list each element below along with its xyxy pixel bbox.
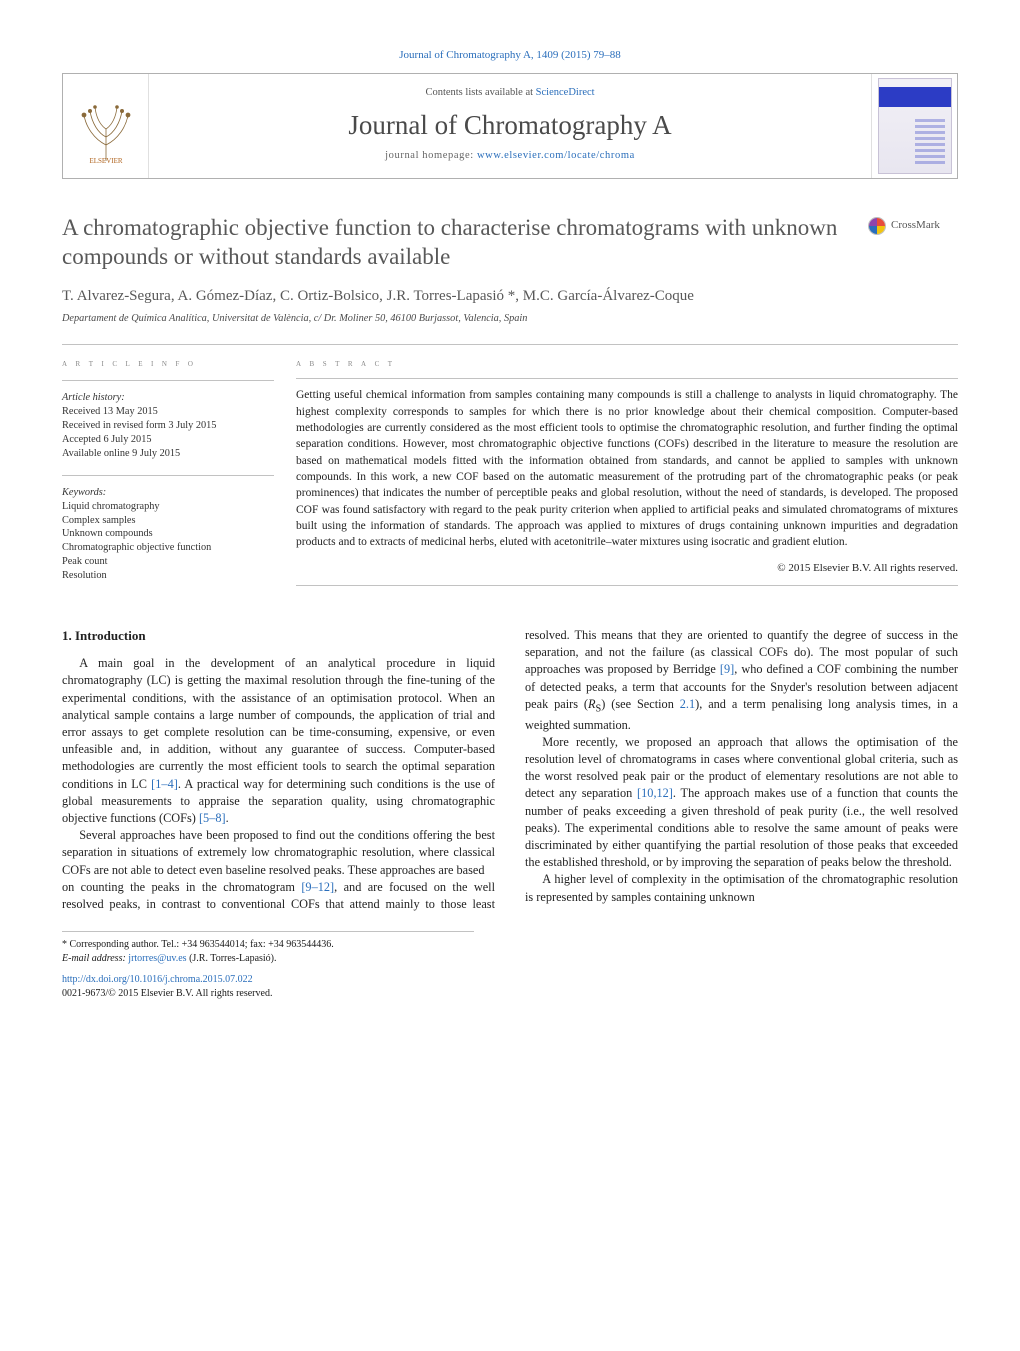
doi-link[interactable]: http://dx.doi.org/10.1016/j.chroma.2015.… xyxy=(62,974,253,985)
crossmark-label: CrossMark xyxy=(891,218,940,233)
section-heading-intro: 1. Introduction xyxy=(62,627,495,645)
journal-homepage-link[interactable]: www.elsevier.com/locate/chroma xyxy=(477,150,635,161)
page-root: Journal of Chromatography A, 1409 (2015)… xyxy=(0,0,1020,1036)
citation-link[interactable]: [5–8] xyxy=(199,811,226,825)
citation-link[interactable]: [9–12] xyxy=(301,880,334,894)
keywords-label: Keywords: xyxy=(62,486,274,500)
journal-header-center: Contents lists available at ScienceDirec… xyxy=(149,74,871,178)
abstract-text: Getting useful chemical information from… xyxy=(296,387,958,550)
meta-row: a r t i c l e i n f o Article history: R… xyxy=(62,344,958,597)
journal-name: Journal of Chromatography A xyxy=(157,107,863,143)
body-paragraph: More recently, we proposed an approach t… xyxy=(525,734,958,872)
body-two-columns: 1. Introduction A main goal in the devel… xyxy=(62,627,958,913)
email-label: E-mail address: xyxy=(62,953,128,964)
issn-copyright: 0021-9673/© 2015 Elsevier B.V. All right… xyxy=(62,987,958,1001)
svg-text:ELSEVIER: ELSEVIER xyxy=(89,157,122,165)
sciencedirect-link[interactable]: ScienceDirect xyxy=(536,87,595,98)
abstract-column: a b s t r a c t Getting useful chemical … xyxy=(296,357,958,597)
keywords-block: Keywords: Liquid chromatography Complex … xyxy=(62,486,274,583)
history-accepted: Accepted 6 July 2015 xyxy=(62,433,274,447)
section-ref-link[interactable]: 2.1 xyxy=(680,697,695,711)
keyword: Liquid chromatography xyxy=(62,500,274,514)
body-paragraph: A main goal in the development of an ana… xyxy=(62,655,495,827)
abstract-heading: a b s t r a c t xyxy=(296,357,958,371)
elsevier-tree-icon: ELSEVIER xyxy=(70,87,142,165)
journal-header-box: ELSEVIER Contents lists available at Sci… xyxy=(62,73,958,179)
crossmark-icon xyxy=(868,217,886,235)
homepage-prefix: journal homepage: xyxy=(385,150,477,161)
keyword: Chromatographic objective function xyxy=(62,541,274,555)
authors-line: T. Alvarez-Segura, A. Gómez-Díaz, C. Ort… xyxy=(62,286,958,306)
journal-homepage-line: journal homepage: www.elsevier.com/locat… xyxy=(157,149,863,163)
journal-cover-cell xyxy=(871,74,957,178)
doi-block: http://dx.doi.org/10.1016/j.chroma.2015.… xyxy=(62,973,958,1000)
contents-available-line: Contents lists available at ScienceDirec… xyxy=(157,86,863,100)
article-info-heading: a r t i c l e i n f o xyxy=(62,357,274,371)
title-row: A chromatographic objective function to … xyxy=(62,213,958,272)
math-symbol: R xyxy=(588,697,596,711)
article-title: A chromatographic objective function to … xyxy=(62,213,852,272)
keyword: Unknown compounds xyxy=(62,527,274,541)
article-info-column: a r t i c l e i n f o Article history: R… xyxy=(62,357,296,597)
history-received: Received 13 May 2015 xyxy=(62,405,274,419)
corresponding-author-note: * Corresponding author. Tel.: +34 963544… xyxy=(62,938,474,952)
keyword: Resolution xyxy=(62,569,274,583)
history-label: Article history: xyxy=(62,391,274,405)
keyword: Peak count xyxy=(62,555,274,569)
body-paragraph: Several approaches have been proposed to… xyxy=(62,827,495,879)
journal-cover-icon xyxy=(878,78,952,174)
email-link[interactable]: jrtorres@uv.es xyxy=(128,953,186,964)
crossmark-badge[interactable]: CrossMark xyxy=(868,217,958,235)
journal-reference-link[interactable]: Journal of Chromatography A, 1409 (2015)… xyxy=(399,49,621,61)
article-history: Article history: Received 13 May 2015 Re… xyxy=(62,391,274,460)
abstract-copyright: © 2015 Elsevier B.V. All rights reserved… xyxy=(296,561,958,576)
footnotes: * Corresponding author. Tel.: +34 963544… xyxy=(62,931,474,965)
journal-reference: Journal of Chromatography A, 1409 (2015)… xyxy=(62,48,958,63)
history-revised: Received in revised form 3 July 2015 xyxy=(62,419,274,433)
citation-link[interactable]: [9] xyxy=(720,662,734,676)
keyword: Complex samples xyxy=(62,514,274,528)
contents-prefix: Contents lists available at xyxy=(425,87,535,98)
email-line: E-mail address: jrtorres@uv.es (J.R. Tor… xyxy=(62,952,474,966)
citation-link[interactable]: [1–4] xyxy=(151,777,178,791)
affiliation: Departament de Química Analítica, Univer… xyxy=(62,312,958,326)
email-suffix: (J.R. Torres-Lapasió). xyxy=(187,953,277,964)
history-online: Available online 9 July 2015 xyxy=(62,447,274,461)
citation-link[interactable]: [10,12] xyxy=(637,786,673,800)
publisher-logo-cell: ELSEVIER xyxy=(63,74,149,178)
body-paragraph: A higher level of complexity in the opti… xyxy=(525,871,958,905)
